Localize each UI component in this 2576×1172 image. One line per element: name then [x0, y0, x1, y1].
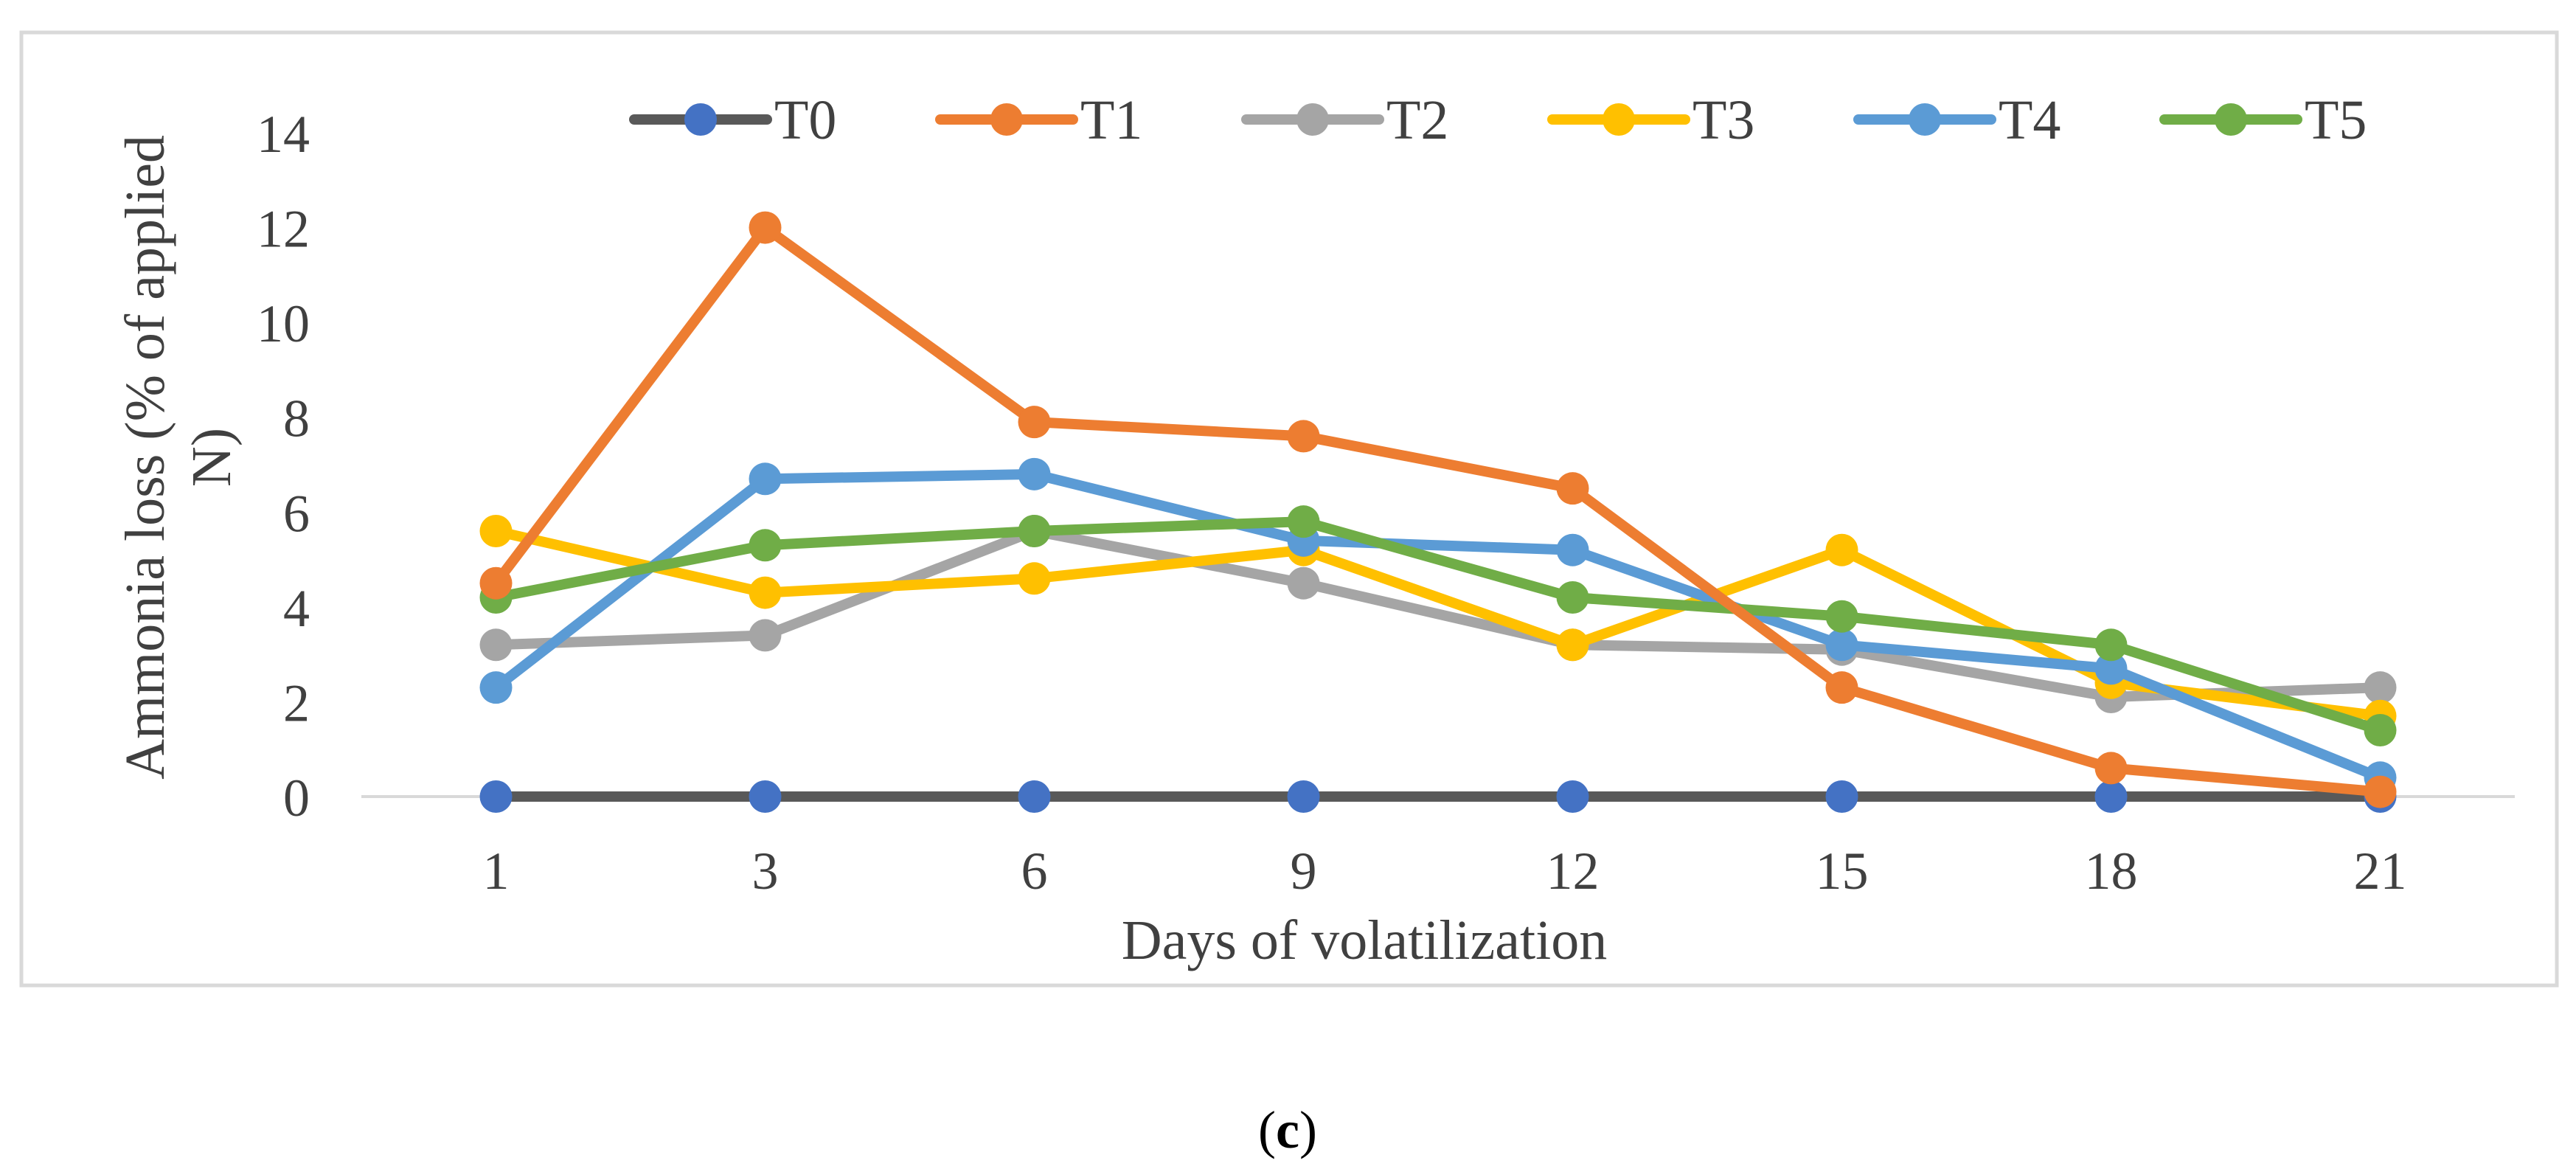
series-line-T2 [490, 526, 2386, 702]
figure-caption: (c) [1258, 1100, 1317, 1159]
y-tick-label-14: 14 [257, 105, 310, 164]
y-axis-ticks: 0 2 4 6 8 10 12 14 [257, 105, 310, 828]
legend-marker-T5 [2215, 103, 2247, 136]
x-tick-label-3: 3 [752, 842, 779, 901]
point-T3-day-3 [749, 576, 782, 609]
point-T4-day-12 [1556, 533, 1589, 566]
point-T5-day-12 [1556, 581, 1589, 614]
series-T5 [479, 505, 2397, 746]
point-T4-day-3 [749, 462, 782, 496]
y-axis-label-line-1: Ammonia loss (% of applied [114, 135, 176, 780]
legend-label-T0: T0 [774, 89, 836, 151]
point-T5-day-3 [749, 529, 782, 562]
legend-item-T3: T3 [1547, 89, 1754, 151]
point-T0-day-3 [749, 780, 782, 813]
point-T1-day-9 [1287, 420, 1320, 453]
caption-letter: c [1276, 1100, 1299, 1159]
point-T0-day-15 [1825, 780, 1858, 813]
legend-label-T5: T5 [2305, 89, 2367, 151]
legend-item-T5: T5 [2159, 89, 2367, 151]
y-tick-label-6: 6 [283, 484, 310, 543]
x-tick-label-9: 9 [1291, 842, 1317, 901]
series-line-T5 [490, 516, 2386, 735]
caption-close: ) [1299, 1100, 1317, 1159]
y-tick-label-10: 10 [257, 294, 310, 353]
x-axis-label: Days of volatilization [1122, 909, 1608, 971]
y-tick-label-0: 0 [283, 769, 310, 828]
legend-marker-T0 [684, 103, 717, 136]
legend-label-T1: T1 [1080, 89, 1142, 151]
point-T3-day-6 [1018, 562, 1051, 595]
legend-item-T4: T4 [1853, 89, 2061, 151]
point-T2-day-1 [479, 628, 513, 662]
legend-marker-T2 [1296, 103, 1329, 136]
point-T2-day-3 [749, 619, 782, 652]
y-axis-label-line-2: N) [181, 428, 243, 487]
series-line-T4 [490, 468, 2386, 783]
y-tick-label-2: 2 [283, 673, 310, 732]
point-T1-day-21 [2364, 775, 2397, 808]
point-T1-day-12 [1556, 472, 1589, 505]
series-group [479, 211, 2397, 813]
y-tick-label-12: 12 [257, 200, 310, 259]
y-tick-label-4: 4 [283, 579, 310, 638]
point-T5-day-18 [2094, 628, 2128, 662]
chart-border [19, 30, 2559, 988]
point-T0-day-12 [1556, 780, 1589, 813]
y-tick-label-8: 8 [283, 389, 310, 448]
point-T0-day-9 [1287, 780, 1320, 813]
x-tick-label-6: 6 [1021, 842, 1048, 901]
point-T1-day-3 [749, 211, 782, 244]
point-T4-day-6 [1018, 457, 1051, 490]
point-T1-day-15 [1825, 671, 1858, 704]
point-T3-day-15 [1825, 533, 1858, 566]
caption-open: ( [1258, 1100, 1276, 1159]
point-T3-day-1 [479, 515, 513, 547]
x-tick-label-12: 12 [1546, 842, 1600, 901]
legend-marker-T3 [1603, 103, 1635, 136]
point-T4-day-1 [479, 671, 513, 704]
point-T5-day-9 [1287, 505, 1320, 538]
series-T4 [479, 457, 2397, 794]
series-T1 [479, 211, 2397, 808]
x-tick-label-1: 1 [483, 842, 510, 901]
point-T4-day-18 [2094, 652, 2128, 685]
point-T5-day-15 [1825, 600, 1858, 633]
legend-marker-T4 [1909, 103, 1941, 136]
legend-label-T4: T4 [1999, 89, 2061, 151]
legend: T0 T1 T2 T3 T4 T5 [629, 89, 2367, 151]
point-T1-day-1 [479, 566, 513, 600]
point-T4-day-15 [1825, 628, 1858, 662]
legend-label-T3: T3 [1693, 89, 1754, 151]
point-T3-day-12 [1556, 628, 1589, 662]
x-axis-ticks: 1 3 6 9 12 15 18 21 [483, 842, 2407, 901]
x-tick-label-21: 21 [2354, 842, 2407, 901]
point-T2-day-21 [2364, 671, 2397, 704]
legend-marker-T1 [990, 103, 1023, 136]
legend-item-T1: T1 [935, 89, 1142, 151]
point-T1-day-18 [2094, 752, 2128, 785]
point-T5-day-6 [1018, 515, 1051, 547]
point-T0-day-18 [2094, 780, 2128, 813]
series-T0 [479, 780, 2397, 813]
legend-label-T2: T2 [1386, 89, 1448, 151]
point-T0-day-1 [479, 780, 513, 813]
x-tick-label-15: 15 [1816, 842, 1869, 901]
point-T1-day-6 [1018, 406, 1051, 439]
x-tick-label-18: 18 [2085, 842, 2138, 901]
series-line-T1 [490, 222, 2386, 797]
legend-item-T2: T2 [1241, 89, 1448, 151]
point-T2-day-9 [1287, 566, 1320, 600]
legend-item-T0: T0 [629, 89, 836, 151]
point-T0-day-6 [1018, 780, 1051, 813]
point-T5-day-21 [2364, 714, 2397, 746]
